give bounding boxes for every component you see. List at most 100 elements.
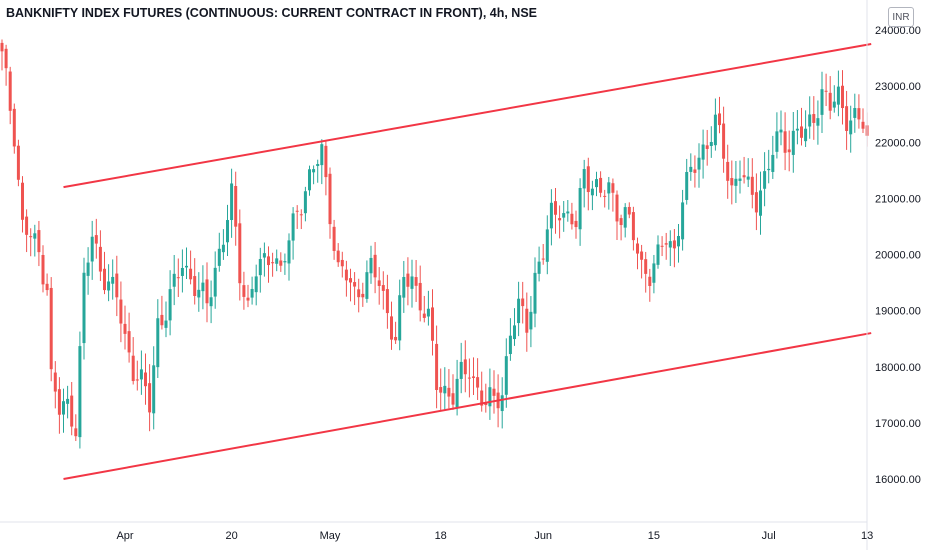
candle: [845, 90, 849, 150]
candle-body: [8, 71, 12, 111]
candle: [705, 129, 709, 166]
candle-body: [406, 273, 410, 287]
candle-body: [472, 376, 475, 378]
candle-body: [189, 268, 193, 280]
candle: [369, 245, 373, 284]
candle: [398, 279, 402, 351]
candle: [599, 171, 603, 198]
candle: [180, 249, 184, 293]
candle: [402, 260, 406, 313]
candle-body: [664, 243, 668, 245]
candle: [459, 342, 463, 394]
candle: [648, 268, 652, 302]
candle: [357, 278, 361, 313]
candle-body: [816, 118, 820, 126]
time-tick-label: 13: [861, 530, 873, 542]
candle: [455, 359, 459, 416]
candle-body: [480, 390, 484, 406]
candle: [340, 251, 344, 278]
time-tick-label: May: [320, 530, 341, 542]
price-tick-label: 20000.00: [875, 250, 921, 262]
candle-body: [455, 378, 459, 408]
candle-body: [230, 183, 234, 221]
candle-body: [672, 240, 676, 249]
candle-body: [70, 395, 74, 427]
candle-body: [168, 289, 172, 321]
upper-channel-trendline[interactable]: [63, 43, 872, 189]
candle: [763, 152, 767, 207]
candle-body: [37, 230, 41, 253]
candle: [521, 281, 525, 324]
candle-body: [394, 336, 398, 341]
candle-body: [135, 379, 139, 381]
candle-body: [422, 313, 426, 318]
candle: [697, 143, 701, 188]
price-tick-label: 24000.00: [875, 25, 921, 37]
candle-body: [586, 166, 590, 193]
candle: [422, 295, 426, 323]
time-axis[interactable]: Apr 20 May 18 Jun 15 Jul 13: [0, 521, 873, 542]
candle: [828, 76, 832, 120]
candle-body: [652, 263, 656, 283]
candle: [98, 230, 102, 281]
candle: [726, 144, 730, 199]
candle-body: [554, 201, 557, 215]
candle: [849, 105, 853, 153]
price-axis[interactable]: 16000.00 17000.00 18000.00 19000.00 20000.00…: [866, 0, 921, 550]
candle-body: [324, 145, 328, 178]
lower-channel-trendline[interactable]: [63, 332, 872, 480]
candle-body: [590, 188, 594, 196]
candle-body: [418, 282, 422, 311]
candle: [566, 200, 570, 222]
chart-title: BANKNIFTY INDEX FUTURES (CONTINUOUS: CUR…: [6, 6, 538, 20]
candle: [361, 282, 365, 307]
candle-body: [767, 168, 771, 171]
candle-body: [209, 297, 213, 307]
candle: [234, 171, 238, 246]
trendlines: [63, 43, 872, 480]
candle: [623, 203, 627, 238]
candle: [332, 219, 336, 260]
candle: [541, 244, 545, 265]
candle-body: [439, 387, 443, 393]
candle: [533, 257, 537, 328]
candle: [586, 157, 590, 211]
candle: [791, 112, 795, 173]
candle: [537, 246, 541, 282]
candle: [853, 93, 857, 133]
candle: [16, 139, 20, 187]
candle: [21, 176, 24, 233]
candle: [734, 160, 738, 203]
candle: [431, 289, 434, 356]
candle: [193, 258, 197, 305]
candle: [488, 368, 492, 420]
candle-body: [25, 216, 29, 235]
candle-body: [779, 129, 783, 133]
candle-body: [574, 220, 578, 228]
candle: [414, 259, 418, 302]
candle: [713, 98, 717, 151]
candle-body: [57, 389, 61, 415]
candle: [754, 173, 758, 231]
candle: [590, 180, 594, 211]
candle: [299, 209, 303, 230]
candle: [262, 242, 266, 277]
candle: [742, 156, 746, 184]
candle: [693, 155, 697, 188]
candle: [221, 229, 225, 260]
candle: [152, 346, 156, 430]
candle-body: [295, 210, 299, 212]
candle-body: [549, 202, 553, 229]
candle-body: [344, 269, 348, 281]
candle: [217, 232, 221, 272]
candle-body: [533, 272, 537, 314]
candle-body: [62, 401, 65, 415]
candle: [25, 209, 29, 253]
candle-body: [656, 244, 660, 265]
currency-badge[interactable]: INR: [888, 7, 914, 27]
candle: [8, 66, 12, 125]
candle-body: [144, 372, 147, 387]
candle: [377, 267, 381, 305]
candle: [513, 308, 516, 346]
